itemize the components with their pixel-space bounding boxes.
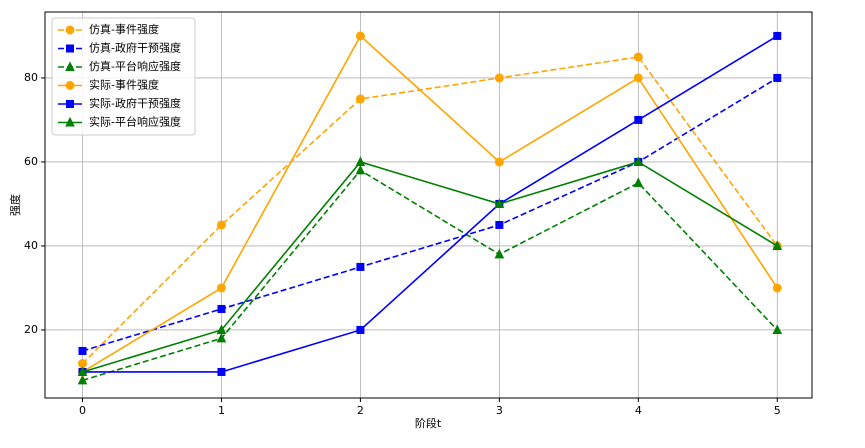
x-axis-label: 阶段t <box>415 416 442 430</box>
legend-marker <box>66 100 74 108</box>
data-point <box>355 94 365 104</box>
data-point <box>216 220 226 230</box>
data-point <box>633 73 643 83</box>
x-tick-label: 3 <box>496 404 503 417</box>
legend-marker <box>65 25 75 35</box>
data-point <box>494 157 504 167</box>
data-point <box>217 367 226 376</box>
data-point <box>494 73 504 83</box>
data-point <box>356 262 365 271</box>
data-point <box>216 332 227 343</box>
data-point <box>773 73 782 82</box>
legend-marker <box>65 81 75 90</box>
data-point <box>633 52 643 62</box>
legend: 仿真-事件强度仿真-政府干预强度仿真-平台响应强度实际-事件强度实际-政府干预强… <box>51 17 196 136</box>
series-line <box>82 77 778 352</box>
series-line <box>82 35 778 373</box>
data-point <box>772 283 782 293</box>
legend-label: 实际-事件强度 <box>89 78 159 92</box>
data-point <box>78 346 87 355</box>
data-point <box>356 325 365 334</box>
legend-label: 仿真-政府干预强度 <box>89 41 181 55</box>
data-point <box>772 240 783 250</box>
x-tick-label: 2 <box>357 404 364 417</box>
data-point <box>772 324 783 334</box>
plot-frame <box>44 11 813 399</box>
x-tick-label: 1 <box>218 404 225 417</box>
data-point <box>495 220 504 229</box>
x-tick-label: 0 <box>79 404 86 417</box>
data-point <box>494 248 505 259</box>
data-point <box>216 324 227 334</box>
series-line <box>82 161 778 373</box>
data-point <box>77 374 88 385</box>
data-point <box>633 177 644 187</box>
data-point <box>355 164 366 175</box>
data-point <box>77 366 88 376</box>
series-line <box>81 56 778 365</box>
legend-label: 仿真-平台响应强度 <box>89 59 181 73</box>
data-point <box>494 198 505 208</box>
data-point <box>355 156 366 166</box>
series-line <box>82 34 778 373</box>
y-tick-label: 20 <box>24 323 38 336</box>
legend-label: 实际-平台响应强度 <box>89 115 181 129</box>
data-point <box>633 156 644 166</box>
x-tick-label: 4 <box>635 404 642 417</box>
legend-label: 仿真-事件强度 <box>89 22 159 36</box>
y-tick-label: 60 <box>24 155 38 168</box>
y-tick-label: 80 <box>24 71 38 84</box>
y-axis-label: 强度 <box>8 194 22 216</box>
series-line <box>82 169 778 382</box>
data-point <box>773 31 782 40</box>
legend-marker <box>65 61 75 71</box>
legend-label: 实际-政府干预强度 <box>89 96 181 110</box>
y-tick-label: 40 <box>24 239 38 252</box>
x-tick-label: 5 <box>774 404 781 417</box>
legend-box <box>51 17 196 136</box>
data-point <box>355 31 365 41</box>
legend-marker <box>66 44 74 53</box>
legend-marker <box>65 116 75 127</box>
data-point <box>634 115 643 124</box>
data-point <box>216 283 226 293</box>
data-point <box>217 304 226 313</box>
